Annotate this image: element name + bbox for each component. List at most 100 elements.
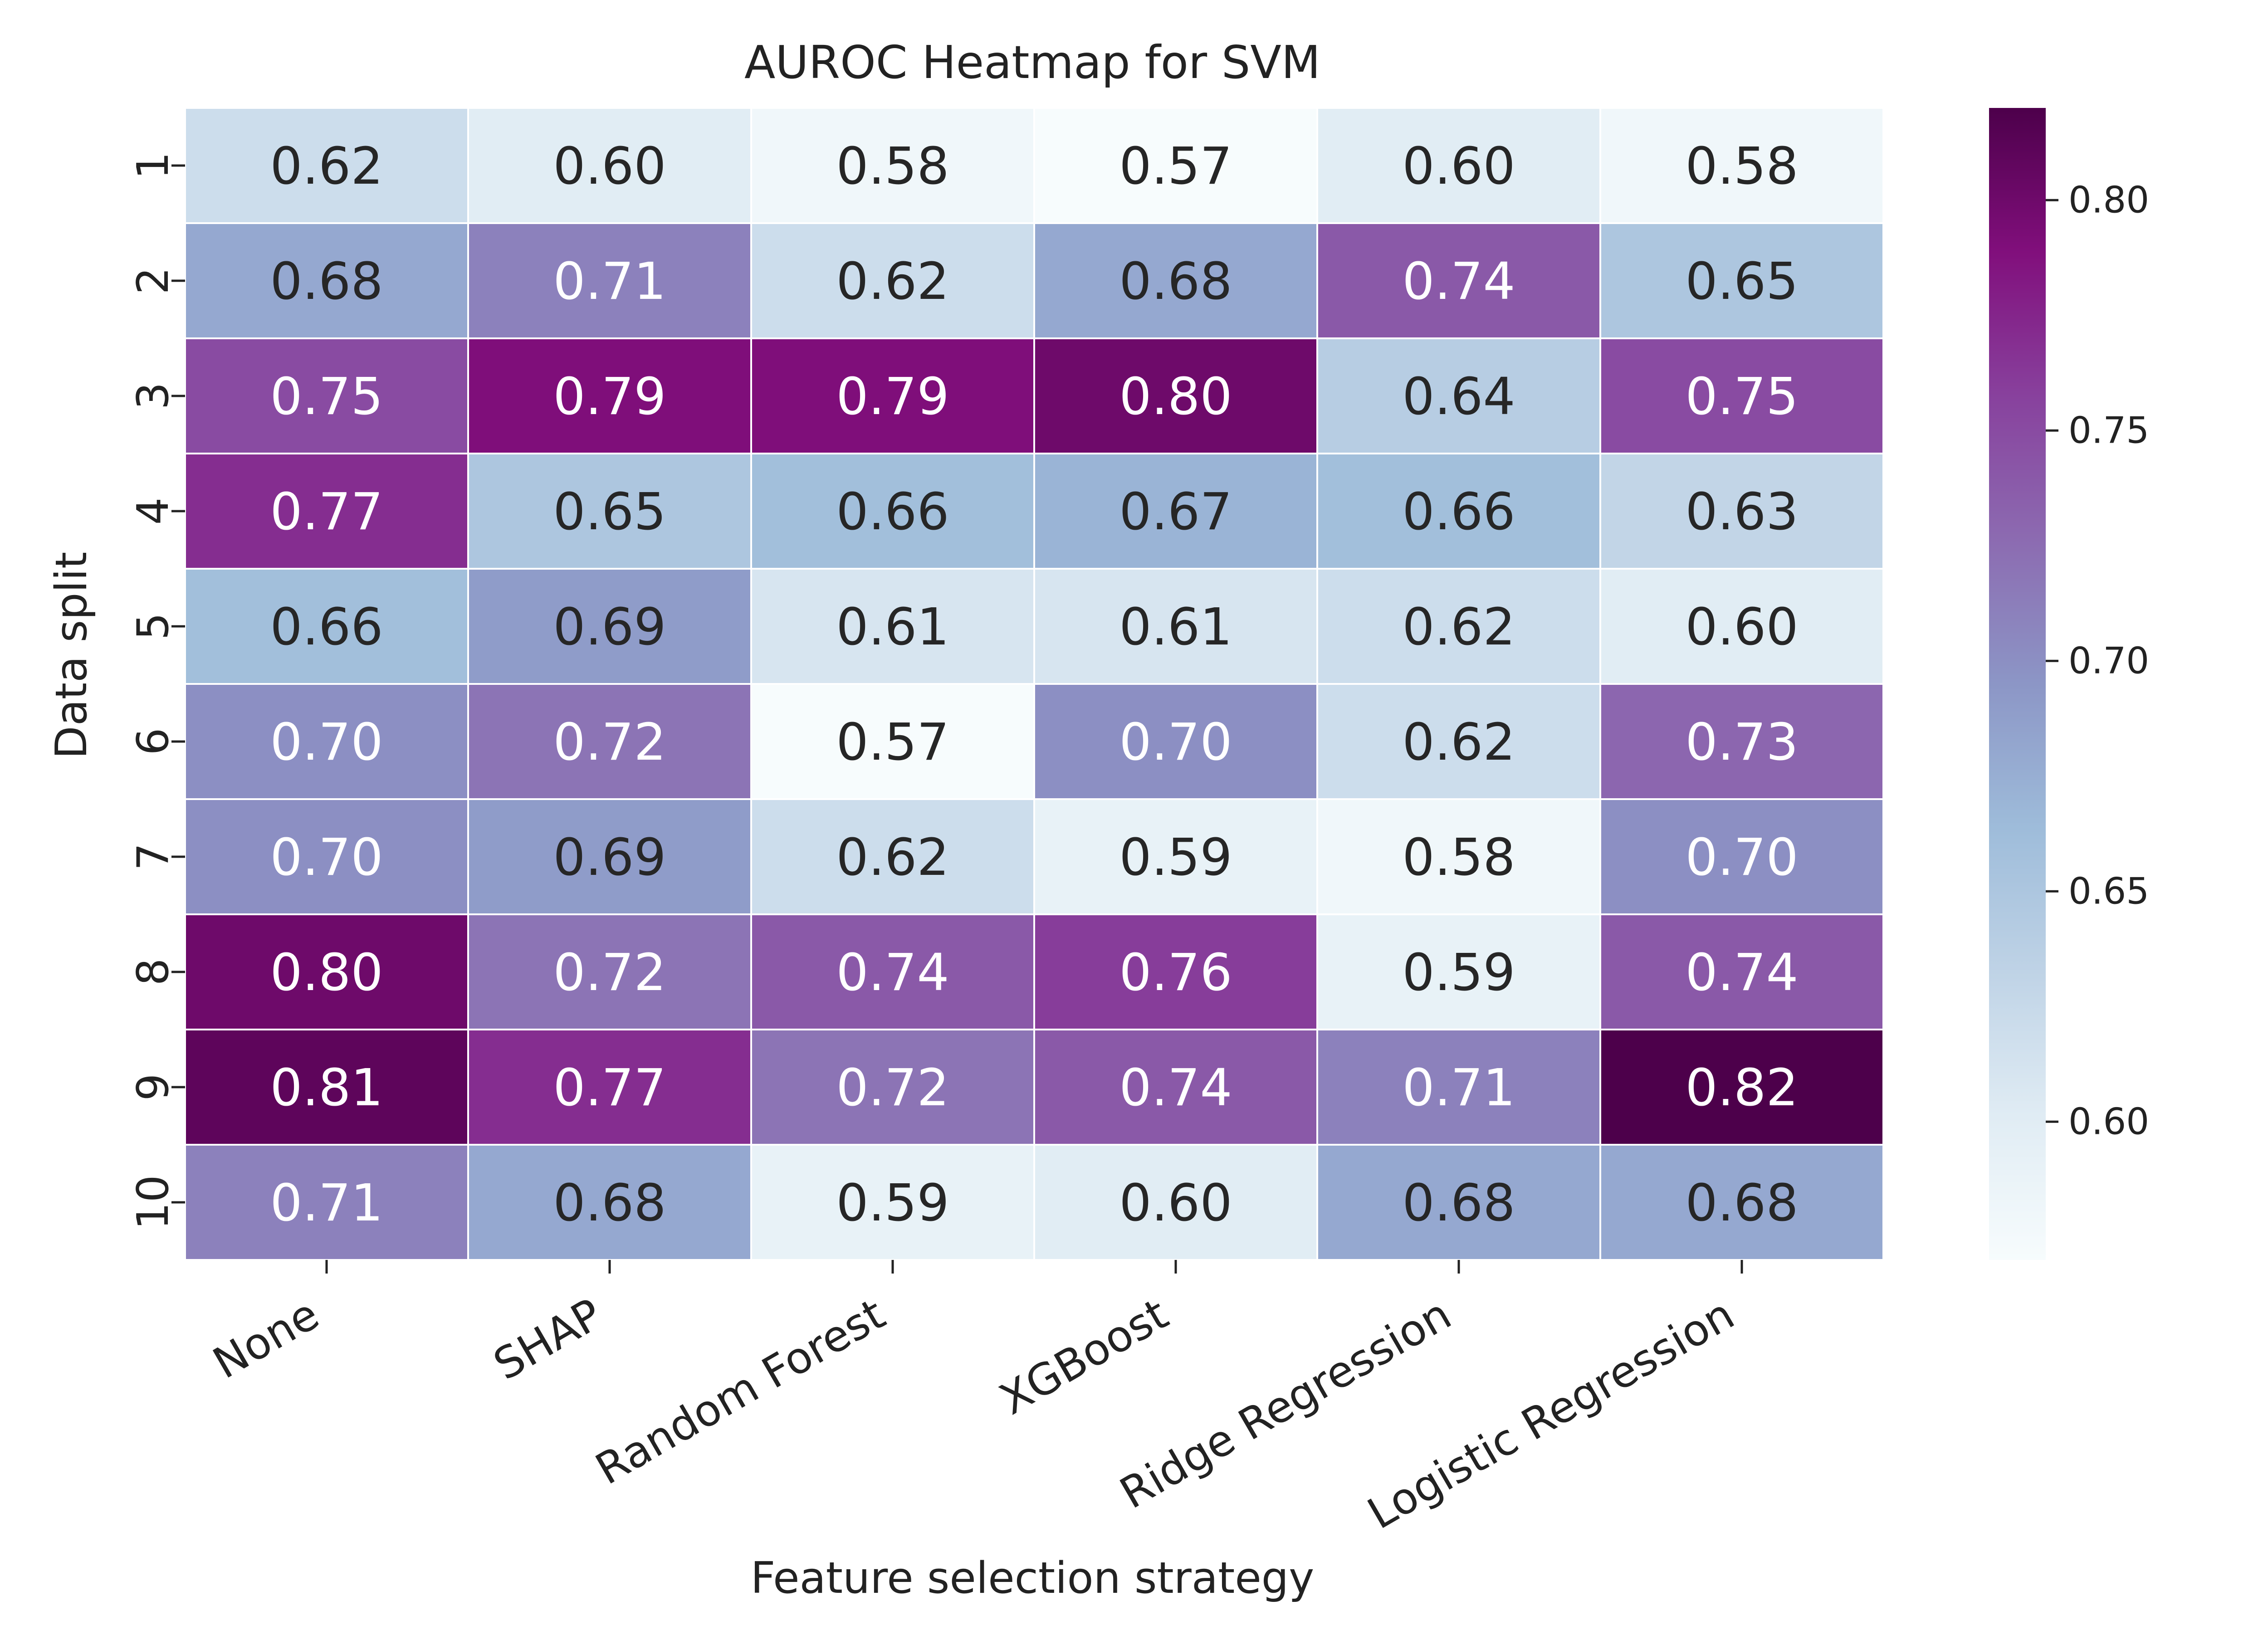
y-axis-label: Data split — [47, 552, 97, 759]
cell-value-label: 0.68 — [553, 1174, 666, 1233]
cell-value-label: 0.71 — [270, 1174, 383, 1233]
colorbar-tick-label: 0.80 — [2068, 179, 2149, 221]
cell-value-label: 0.77 — [553, 1059, 666, 1118]
heatmap-cell — [1599, 683, 1884, 800]
heatmap-cell — [1033, 683, 1318, 800]
cell-value-label: 0.58 — [836, 137, 949, 196]
cell-value-label: 0.59 — [836, 1174, 949, 1233]
cell-value-label: 0.70 — [1119, 713, 1232, 772]
cell-value-label: 0.64 — [1402, 367, 1515, 426]
cell-value-label: 0.68 — [1119, 252, 1232, 311]
colorbar-tick-label: 0.70 — [2068, 640, 2149, 682]
y-tick-label: 3 — [128, 382, 178, 410]
y-tick-label: 8 — [128, 958, 178, 986]
heatmap-cell — [1316, 683, 1601, 800]
heatmap-cell — [750, 453, 1035, 570]
cell-value-label: 0.81 — [270, 1059, 383, 1118]
cell-value-label: 0.68 — [1402, 1174, 1515, 1233]
heatmap-cell — [1599, 913, 1884, 1030]
cell-value-label: 0.72 — [553, 943, 666, 1002]
cell-value-label: 0.70 — [270, 828, 383, 887]
cell-value-label: 0.59 — [1119, 828, 1232, 887]
heatmap-cell — [467, 222, 752, 339]
heatmap-cell — [467, 568, 752, 685]
cell-value-label: 0.68 — [1685, 1174, 1798, 1233]
heatmap-cell — [1033, 913, 1318, 1030]
y-tick-label: 4 — [128, 498, 178, 525]
x-axis-label: Feature selection strategy — [751, 1553, 1315, 1603]
cell-value-label: 0.68 — [270, 252, 383, 311]
colorbar-tick-label: 0.60 — [2068, 1101, 2149, 1143]
heatmap-cell — [1316, 913, 1601, 1030]
heatmap-cell — [467, 337, 752, 454]
cell-value-label: 0.69 — [553, 598, 666, 657]
heatmap-cell — [467, 913, 752, 1030]
heatmap-cell — [1316, 798, 1601, 915]
cell-value-label: 0.76 — [1119, 943, 1232, 1002]
heatmap-cell — [750, 337, 1035, 454]
cell-value-label: 0.70 — [1685, 828, 1798, 887]
cell-value-label: 0.62 — [836, 252, 949, 311]
cell-value-label: 0.82 — [1685, 1059, 1798, 1118]
cell-value-label: 0.65 — [1685, 252, 1798, 311]
cell-value-label: 0.62 — [1402, 713, 1515, 772]
cell-value-label: 0.67 — [1119, 483, 1232, 542]
cell-value-label: 0.59 — [1402, 943, 1515, 1002]
heatmap-cell — [184, 568, 469, 685]
cell-value-label: 0.74 — [836, 943, 949, 1002]
cell-value-label: 0.80 — [1119, 367, 1232, 426]
colorbar: 0.60 0.65 0.70 0.75 0.80 — [1989, 108, 2149, 1260]
cell-value-label: 0.66 — [270, 598, 383, 657]
heatmap-cell — [1316, 1144, 1601, 1261]
y-tick-label: 10 — [128, 1175, 178, 1230]
heatmap-cell — [750, 798, 1035, 915]
cell-value-label: 0.75 — [1685, 367, 1798, 426]
heatmap-cell — [184, 913, 469, 1030]
chart-title: AUROC Heatmap for SVM — [744, 36, 1320, 89]
heatmap-cell — [1033, 1029, 1318, 1146]
cell-value-label: 0.62 — [270, 137, 383, 196]
heatmap-cell — [184, 107, 469, 224]
cell-value-label: 0.74 — [1685, 943, 1798, 1002]
cell-value-label: 0.73 — [1685, 713, 1798, 772]
y-tick-label: 1 — [128, 152, 178, 179]
cell-value-label: 0.61 — [1119, 598, 1232, 657]
y-tick-label: 5 — [128, 613, 178, 640]
heatmap-cell — [184, 1144, 469, 1261]
cell-value-label: 0.66 — [1402, 483, 1515, 542]
heatmap-cell — [467, 107, 752, 224]
cell-value-label: 0.57 — [836, 713, 949, 772]
cell-value-label: 0.62 — [1402, 598, 1515, 657]
y-tick-label: 7 — [128, 843, 178, 870]
cell-value-label: 0.75 — [270, 367, 383, 426]
heatmap-cell — [1316, 568, 1601, 685]
heatmap-cell — [184, 453, 469, 570]
colorbar-gradient — [1989, 108, 2046, 1260]
heatmap-cell — [1599, 1029, 1884, 1146]
heatmap-cell — [184, 222, 469, 339]
heatmap-cell — [1599, 1144, 1884, 1261]
colorbar-tick-label: 0.65 — [2068, 870, 2149, 913]
y-tick-label: 9 — [128, 1074, 178, 1101]
cell-value-label: 0.63 — [1685, 483, 1798, 542]
cell-value-label: 0.65 — [553, 483, 666, 542]
cell-value-label: 0.77 — [270, 483, 383, 542]
y-axis-ticks: 1 2 3 4 5 6 7 8 9 10 — [128, 152, 185, 1230]
heatmap-cell — [1033, 107, 1318, 224]
heatmap-cell — [750, 1029, 1035, 1146]
cell-value-label: 0.61 — [836, 598, 949, 657]
heatmap-cell — [1599, 222, 1884, 339]
cell-value-label: 0.74 — [1402, 252, 1515, 311]
cell-value-label: 0.60 — [553, 137, 666, 196]
cell-value-label: 0.60 — [1685, 598, 1798, 657]
cell-value-label: 0.60 — [1402, 137, 1515, 196]
heatmap-cell — [1599, 798, 1884, 915]
cell-value-label: 0.57 — [1119, 137, 1232, 196]
y-tick-label: 6 — [128, 728, 178, 755]
y-tick-label: 2 — [128, 267, 178, 294]
cell-value-label: 0.79 — [836, 367, 949, 426]
heatmap-cell — [750, 913, 1035, 1030]
cell-value-label: 0.79 — [553, 367, 666, 426]
